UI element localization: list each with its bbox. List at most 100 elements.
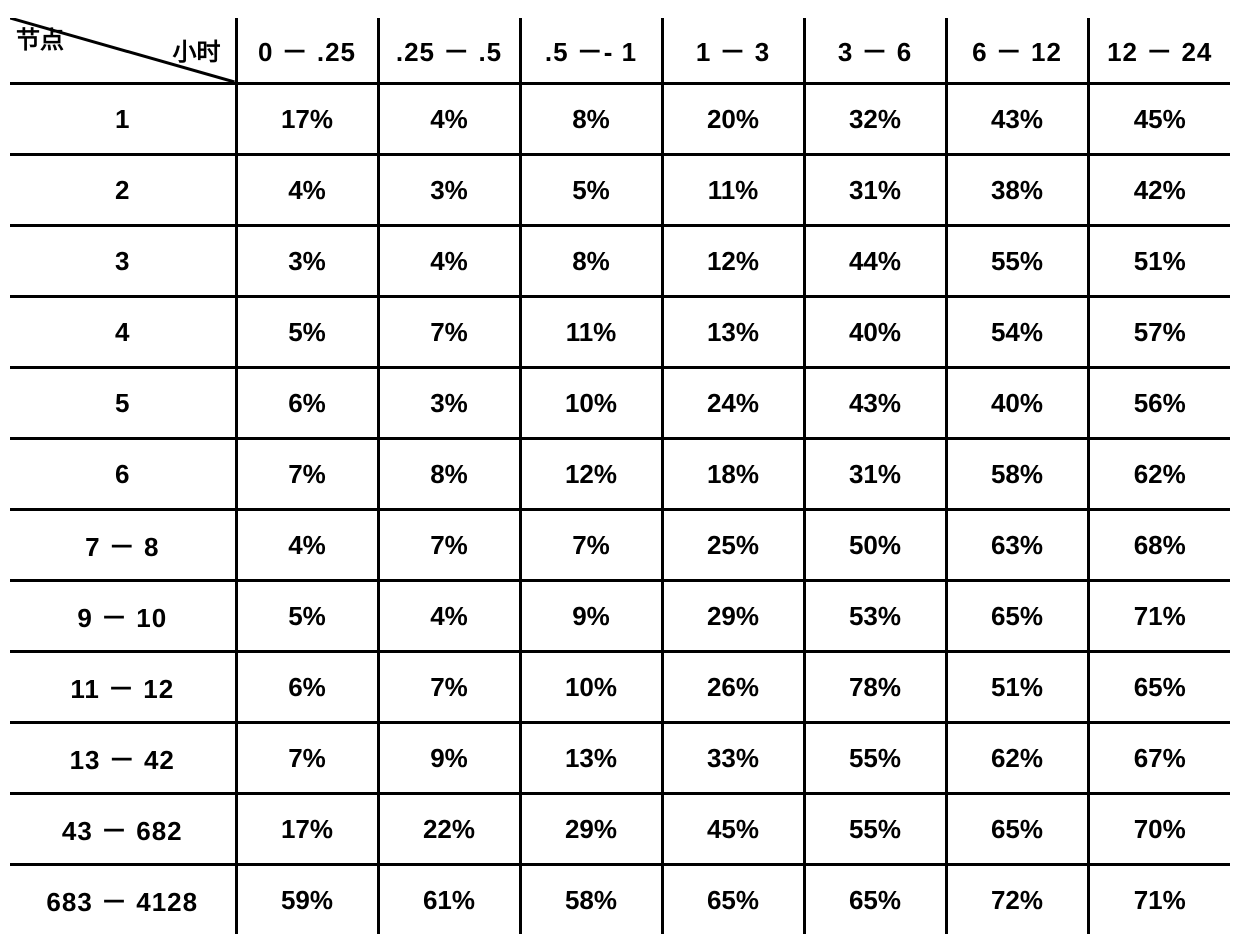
cell: 12% xyxy=(662,226,804,297)
cell: 10% xyxy=(520,368,662,439)
cell: 7% xyxy=(520,510,662,581)
cell: 11% xyxy=(662,155,804,226)
cell: 51% xyxy=(946,652,1088,723)
col-header: 6 － 12 xyxy=(946,18,1088,84)
cell: 65% xyxy=(1088,652,1230,723)
col-header-label: 6 － 12 xyxy=(972,37,1062,67)
cell: 65% xyxy=(946,794,1088,865)
cell: 38% xyxy=(946,155,1088,226)
table-container: 节点 小时 0 － .25 .25 － .5 .5 －- 1 1 － 3 3 －… xyxy=(0,0,1240,944)
cell: 17% xyxy=(236,84,378,155)
col-header: 0 － .25 xyxy=(236,18,378,84)
cell: 55% xyxy=(804,794,946,865)
cell: 43% xyxy=(804,368,946,439)
cell: 10% xyxy=(520,652,662,723)
cell: 59% xyxy=(236,865,378,935)
col-header: 3 － 6 xyxy=(804,18,946,84)
cell: 3% xyxy=(378,368,520,439)
cell: 7% xyxy=(378,297,520,368)
col-header: .5 －- 1 xyxy=(520,18,662,84)
cell: 12% xyxy=(520,439,662,510)
cell: 9% xyxy=(378,723,520,794)
cell: 32% xyxy=(804,84,946,155)
table-row: 5 6% 3% 10% 24% 43% 40% 56% xyxy=(10,368,1230,439)
cell: 57% xyxy=(1088,297,1230,368)
cell: 65% xyxy=(946,581,1088,652)
cell: 50% xyxy=(804,510,946,581)
cell: 31% xyxy=(804,439,946,510)
cell: 9% xyxy=(520,581,662,652)
row-label: 5 xyxy=(10,368,236,439)
cell: 68% xyxy=(1088,510,1230,581)
row-label: 3 xyxy=(10,226,236,297)
cell: 53% xyxy=(804,581,946,652)
table-row: 11 － 12 6% 7% 10% 26% 78% 51% 65% xyxy=(10,652,1230,723)
table-row: 2 4% 3% 5% 11% 31% 38% 42% xyxy=(10,155,1230,226)
table-body: 1 17% 4% 8% 20% 32% 43% 45% 2 4% 3% 5% 1… xyxy=(10,84,1230,935)
row-label: 2 xyxy=(10,155,236,226)
table-row: 4 5% 7% 11% 13% 40% 54% 57% xyxy=(10,297,1230,368)
table-row: 43 － 682 17% 22% 29% 45% 55% 65% 70% xyxy=(10,794,1230,865)
cell: 72% xyxy=(946,865,1088,935)
cell: 45% xyxy=(1088,84,1230,155)
cell: 11% xyxy=(520,297,662,368)
cell: 7% xyxy=(378,652,520,723)
cell: 31% xyxy=(804,155,946,226)
cell: 58% xyxy=(946,439,1088,510)
corner-top-left-label: 节点 xyxy=(16,20,64,55)
cell: 61% xyxy=(378,865,520,935)
cell: 4% xyxy=(236,155,378,226)
cell: 55% xyxy=(946,226,1088,297)
corner-header: 节点 小时 xyxy=(10,18,236,84)
cell: 4% xyxy=(236,510,378,581)
cell: 65% xyxy=(662,865,804,935)
cell: 44% xyxy=(804,226,946,297)
row-label: 1 xyxy=(10,84,236,155)
cell: 5% xyxy=(236,581,378,652)
cell: 33% xyxy=(662,723,804,794)
corner-bottom-right-label: 小时 xyxy=(173,32,221,67)
col-header: 12 － 24 xyxy=(1088,18,1230,84)
cell: 25% xyxy=(662,510,804,581)
col-header-label: 12 － 24 xyxy=(1107,37,1212,67)
col-header-label: .25 － .5 xyxy=(396,37,502,67)
cell: 65% xyxy=(804,865,946,935)
table-row: 683 － 4128 59% 61% 58% 65% 65% 72% 71% xyxy=(10,865,1230,935)
cell: 7% xyxy=(236,723,378,794)
row-label: 11 － 12 xyxy=(10,652,236,723)
cell: 29% xyxy=(520,794,662,865)
row-label: 7 － 8 xyxy=(10,510,236,581)
table-row: 3 3% 4% 8% 12% 44% 55% 51% xyxy=(10,226,1230,297)
table-header-row: 节点 小时 0 － .25 .25 － .5 .5 －- 1 1 － 3 3 －… xyxy=(10,18,1230,84)
cell: 13% xyxy=(520,723,662,794)
cell: 51% xyxy=(1088,226,1230,297)
cell: 6% xyxy=(236,652,378,723)
cell: 5% xyxy=(520,155,662,226)
cell: 71% xyxy=(1088,865,1230,935)
cell: 18% xyxy=(662,439,804,510)
col-header: 1 － 3 xyxy=(662,18,804,84)
cell: 63% xyxy=(946,510,1088,581)
cell: 7% xyxy=(378,510,520,581)
cell: 6% xyxy=(236,368,378,439)
row-label: 6 xyxy=(10,439,236,510)
cell: 45% xyxy=(662,794,804,865)
table-row: 13 － 42 7% 9% 13% 33% 55% 62% 67% xyxy=(10,723,1230,794)
cell: 54% xyxy=(946,297,1088,368)
cell: 8% xyxy=(520,84,662,155)
cell: 42% xyxy=(1088,155,1230,226)
cell: 7% xyxy=(236,439,378,510)
col-header-label: 0 － .25 xyxy=(258,37,356,67)
cell: 3% xyxy=(378,155,520,226)
cell: 58% xyxy=(520,865,662,935)
cell: 4% xyxy=(378,581,520,652)
cell: 3% xyxy=(236,226,378,297)
cell: 22% xyxy=(378,794,520,865)
col-header-label: 1 － 3 xyxy=(696,37,770,67)
cell: 8% xyxy=(520,226,662,297)
table-row: 1 17% 4% 8% 20% 32% 43% 45% xyxy=(10,84,1230,155)
cell: 5% xyxy=(236,297,378,368)
col-header-label: .5 －- 1 xyxy=(545,37,637,67)
cell: 20% xyxy=(662,84,804,155)
cell: 24% xyxy=(662,368,804,439)
